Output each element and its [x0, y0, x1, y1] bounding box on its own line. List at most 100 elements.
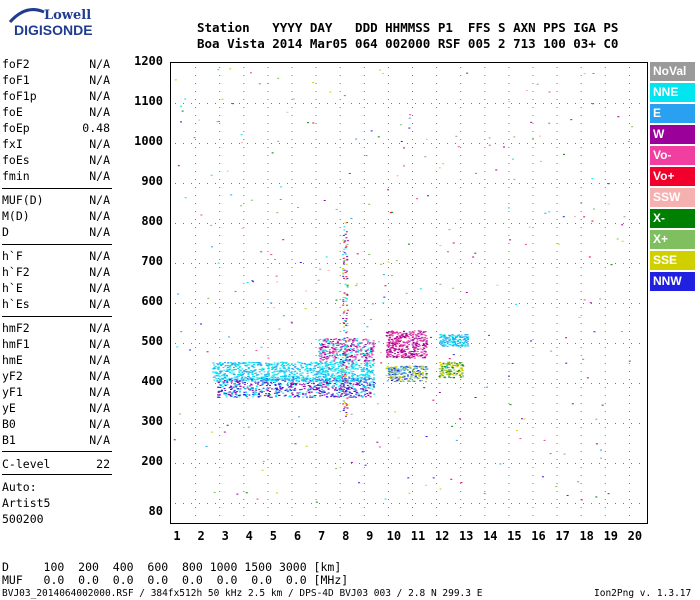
x-tick-label: 14 [483, 529, 498, 543]
param-name: foE [2, 105, 23, 119]
param-value: N/A [89, 353, 110, 367]
y-tick-label: 1000 [134, 134, 163, 148]
logo-swoosh-icon [8, 8, 45, 24]
logo-lowell-text: Lowell [44, 8, 92, 23]
param-row: h`F2 N/A [2, 264, 110, 280]
x-tick-label: 10 [386, 529, 402, 543]
x-tick-label: 13 [458, 529, 474, 543]
y-tick-label: 500 [141, 334, 163, 348]
param-row: foF1 N/A [2, 72, 110, 88]
param-divider [2, 188, 112, 189]
param-row: hmF2 N/A [2, 320, 110, 336]
header-values: Boa Vista 2014 Mar05 064 002000 RSF 005 … [197, 36, 619, 51]
param-value: N/A [89, 105, 110, 119]
param-value: N/A [89, 281, 110, 295]
param-row: D N/A [2, 224, 110, 240]
param-row: yF2 N/A [2, 368, 110, 384]
clevel-value: 22 [96, 457, 110, 471]
param-value: N/A [89, 193, 110, 207]
param-list: foF2 N/A foF1 N/A foF1p N/A foE N/A foEp 0.48 fxI N… [2, 0, 112, 600]
param-value: 0.48 [82, 121, 110, 135]
param-divider [2, 474, 112, 475]
param-row: yE N/A [2, 400, 110, 416]
param-row: hmF1 N/A [2, 336, 110, 352]
lowell-digisonde-logo: Lowell DIGISONDE [6, 4, 93, 46]
legend-entry: SSE [650, 251, 695, 270]
param-value: N/A [89, 153, 110, 167]
x-tick-label: 17 [555, 529, 570, 543]
y-tick-label: 400 [141, 374, 163, 388]
param-value: N/A [89, 57, 110, 71]
param-divider [2, 244, 112, 245]
param-value: N/A [89, 249, 110, 263]
param-name: h`F2 [2, 265, 30, 279]
param-row: B0 N/A [2, 416, 110, 432]
autoscaling-info-line: Auto: [2, 480, 37, 494]
param-name: h`F [2, 249, 23, 263]
param-name: foEp [2, 121, 30, 135]
param-value: N/A [89, 401, 110, 415]
legend-entry: Vo+ [650, 167, 695, 186]
legend-entry: X- [650, 209, 695, 228]
param-row: foF1p N/A [2, 88, 110, 104]
x-tick-label: 1 [173, 529, 181, 543]
footer-file-info: BVJ03_2014064002000.RSF / 384fx512h 50 k… [2, 588, 483, 599]
param-name: fmin [2, 169, 30, 183]
clevel-row: C-level 22 [2, 456, 110, 472]
legend-entry: NNW [650, 272, 695, 291]
x-tick-label: 6 [293, 529, 302, 543]
x-tick-label: 8 [342, 529, 350, 543]
param-name: B1 [2, 433, 16, 447]
param-name: yF2 [2, 369, 23, 383]
y-tick-label: 80 [148, 504, 163, 518]
param-name: hmE [2, 353, 23, 367]
param-row: hmE N/A [2, 352, 110, 368]
x-tick-label: 20 [627, 529, 643, 543]
y-tick-label: 700 [141, 254, 163, 268]
footer-distance-row: D 100 200 400 600 800 1000 1500 3000 [km… [2, 560, 342, 574]
legend-entry: NNE [650, 83, 695, 102]
param-row: M(D) N/A [2, 208, 110, 224]
legend-entry: W [650, 125, 695, 144]
autoscaling-info-line: 500200 [2, 512, 44, 526]
param-value: N/A [89, 137, 110, 151]
param-row: foEs N/A [2, 152, 110, 168]
ionogram-echo-traces [173, 67, 640, 516]
param-row: h`F N/A [2, 248, 110, 264]
legend-entry: E [650, 104, 695, 123]
x-tick-label: 4 [245, 529, 253, 543]
legend-entry: Vo- [650, 146, 695, 165]
x-tick-label: 18 [579, 529, 594, 543]
param-row: foE N/A [2, 104, 110, 120]
param-value: N/A [89, 225, 110, 239]
y-tick-label: 900 [141, 174, 163, 188]
param-name: yF1 [2, 385, 23, 399]
param-row: yF1 N/A [2, 384, 110, 400]
param-name: h`E [2, 281, 23, 295]
param-value: N/A [89, 369, 110, 383]
footer-muf-row: MUF 0.0 0.0 0.0 0.0 0.0 0.0 0.0 0.0 [MHz… [2, 573, 349, 587]
x-tick-label: 7 [317, 529, 326, 543]
legend-entry: NoVal [650, 62, 695, 81]
param-row: B1 N/A [2, 432, 110, 448]
param-value: N/A [89, 89, 110, 103]
header-labels: Station YYYY DAY DDD HHMMSS P1 FFS S AXN… [197, 20, 619, 35]
param-value: N/A [89, 297, 110, 311]
param-value: N/A [89, 73, 110, 87]
logo-digisonde-text: DIGISONDE [14, 22, 93, 38]
param-name: foF2 [2, 57, 30, 71]
param-row: MUF(D) N/A [2, 192, 110, 208]
param-value: N/A [89, 433, 110, 447]
param-value: N/A [89, 169, 110, 183]
param-row: h`Es N/A [2, 296, 110, 312]
param-value: N/A [89, 337, 110, 351]
param-value: N/A [89, 417, 110, 431]
param-name: D [2, 225, 9, 239]
x-tick-label: 3 [221, 529, 229, 543]
param-name: B0 [2, 417, 16, 431]
param-name: hmF2 [2, 321, 30, 335]
param-value: N/A [89, 265, 110, 279]
y-tick-label: 1100 [134, 94, 163, 108]
x-tick-label: 19 [603, 529, 619, 543]
param-row: h`E N/A [2, 280, 110, 296]
